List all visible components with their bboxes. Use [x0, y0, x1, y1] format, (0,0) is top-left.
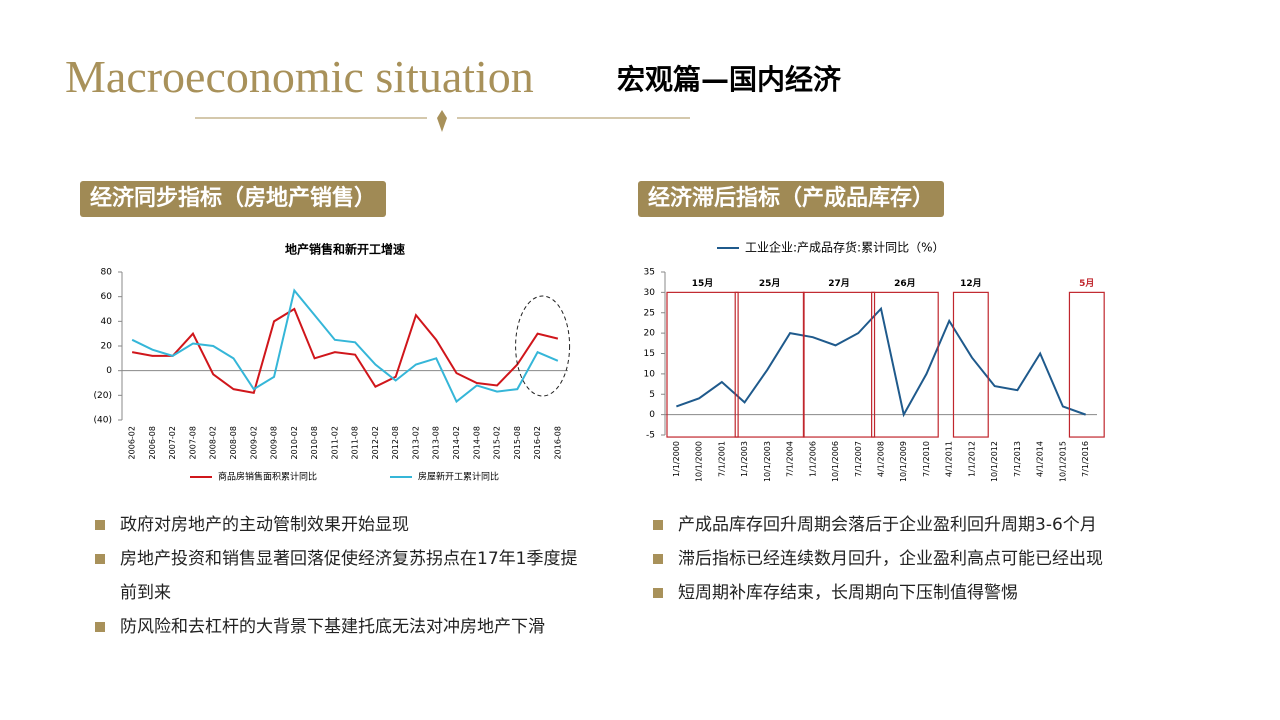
bullet: 产成品库存回升周期会落后于企业盈利回升周期3-6个月 [648, 508, 1168, 542]
x-tick-label: 2009-08 [270, 426, 279, 459]
line [676, 306, 1086, 418]
x-tick-label: 2007-08 [188, 426, 197, 459]
x-tick-label: 10/1/2009 [899, 441, 908, 482]
subtitle: 宏观篇—国内经济 [617, 63, 842, 96]
y-tick-label: 0 [649, 410, 655, 420]
x-tick-label: 2016-08 [553, 426, 562, 459]
chart-title: 地产销售和新开工增速 [285, 242, 405, 257]
y-tick-label: 20 [101, 342, 113, 352]
line [131, 307, 559, 395]
y-tick-label: 5 [649, 390, 655, 400]
line [131, 288, 559, 404]
x-tick-label: 2012-02 [371, 426, 380, 459]
x-tick-label: 7/1/2013 [1013, 441, 1022, 477]
y-tick-label: 15 [644, 349, 655, 359]
x-tick-label: 4/1/2011 [945, 441, 954, 477]
period-label: 5月 [1079, 278, 1094, 289]
chart: 35 30 25 20 15 10 5 0 -5 1/1/2000 10/1/2000 7/1/200… [644, 240, 1105, 482]
x-tick-label: 2012-08 [391, 426, 400, 459]
x-tick-label: 10/1/2015 [1058, 441, 1067, 482]
x-tick-label: 7/1/2016 [1081, 441, 1090, 477]
period-label: 25月 [759, 278, 781, 289]
period-box [666, 291, 739, 438]
x-tick-label: 2015-02 [493, 426, 502, 459]
y-tick-label: 80 [101, 268, 113, 278]
x-tick-label: 2010-02 [290, 426, 299, 459]
x-tick-label: 2006-08 [148, 426, 157, 459]
x-tick-label: 10/1/2012 [990, 441, 999, 482]
x-tick-label: 2009-02 [249, 426, 258, 459]
highlight [515, 295, 571, 397]
period-box [1068, 291, 1105, 438]
section-label: 经济滞后指标（产成品库存） [638, 181, 945, 217]
bullet: 滞后指标已经连续数月回升，企业盈利高点可能已经出现 [648, 542, 1168, 576]
y-tick-label: 60 [101, 292, 113, 302]
y-tick-label: 20 [644, 329, 656, 339]
period-box [952, 291, 989, 438]
x-tick-label: 2006-02 [128, 426, 137, 459]
period-label: 12月 [960, 278, 982, 289]
bullets: 产成品库存回升周期会落后于企业盈利回升周期3-6个月 滞后指标已经连续数月回升，企… [648, 508, 1168, 610]
x-tick-label: 2008-08 [229, 426, 238, 459]
y-tick-label: (40) [94, 416, 112, 426]
period-box [871, 291, 939, 438]
section-label: 经济同步指标（房地产销售） [80, 181, 387, 217]
period-label: 27月 [828, 278, 850, 289]
x-tick-label: 4/1/2014 [1036, 441, 1045, 477]
legend-label: 房屋新开工累计同比 [418, 471, 499, 483]
y-tick-label: 35 [644, 268, 655, 278]
x-tick-label: 2011-08 [351, 426, 360, 459]
x-tick-label: 7/1/2010 [922, 441, 931, 477]
divider [195, 110, 690, 132]
x-tick-label: 7/1/2001 [717, 441, 726, 477]
y-tick-label: 10 [644, 369, 656, 379]
y-tick-label: 0 [106, 366, 112, 376]
y-tick-label: 40 [101, 317, 113, 327]
y-tick-label: 25 [644, 308, 655, 318]
bullet: 短周期补库存结束，长周期向下压制值得警惕 [648, 576, 1168, 610]
chart: 地产销售和新开工增速 80 60 40 20 0 (20) (40) 2006-02 2006-0… [80, 230, 580, 492]
x-tick-label: 1/1/2006 [808, 441, 817, 477]
bullets: 政府对房地产的主动管制效果开始显现 房地产投资和销售显著回落促使经济复苏拐点在17… [90, 508, 590, 644]
x-tick-label: 2008-02 [209, 426, 218, 459]
x-tick-label: 1/1/2003 [740, 441, 749, 477]
period-label: 15月 [692, 278, 714, 289]
bullet: 防风险和去杠杆的大背景下基建托底无法对冲房地产下滑 [90, 610, 590, 644]
bullet: 房地产投资和销售显著回落促使经济复苏拐点在17年1季度提前到来 [90, 542, 590, 610]
x-tick-label: 2011-02 [330, 426, 339, 459]
x-tick-label: 7/1/2004 [786, 441, 795, 477]
x-tick-label: 4/1/2008 [877, 441, 886, 477]
legend-label: 商品房销售面积累计同比 [218, 471, 317, 483]
x-tick-label: 1/1/2012 [967, 441, 976, 477]
x-tick-label: 2014-02 [452, 426, 461, 459]
x-tick-label: 10/1/2006 [831, 441, 840, 482]
x-tick-label: 1/1/2000 [672, 441, 681, 477]
y-tick-label: -5 [646, 431, 655, 441]
x-tick-label: 7/1/2007 [854, 441, 863, 477]
x-tick-label: 10/1/2003 [763, 441, 772, 482]
x-tick-label: 2013-08 [432, 426, 441, 459]
bullet: 政府对房地产的主动管制效果开始显现 [90, 508, 590, 542]
y-tick-label: (20) [94, 391, 112, 401]
x-tick-label: 10/1/2000 [695, 441, 704, 482]
x-tick-label: 2010-08 [310, 426, 319, 459]
x-tick-label: 2014-08 [472, 426, 481, 459]
x-tick-label: 2015-08 [513, 426, 522, 459]
period-box [734, 291, 805, 438]
period-label: 26月 [894, 278, 916, 289]
y-tick-label: 30 [644, 288, 656, 298]
title: Macroeconomic situation [65, 51, 534, 102]
legend-label: 工业企业:产成品存货:累计同比（%） [745, 240, 945, 255]
x-tick-label: 2007-02 [168, 426, 177, 459]
x-tick-label: 2013-02 [411, 426, 420, 459]
period-box [802, 291, 876, 438]
x-tick-label: 2016-02 [533, 426, 542, 459]
